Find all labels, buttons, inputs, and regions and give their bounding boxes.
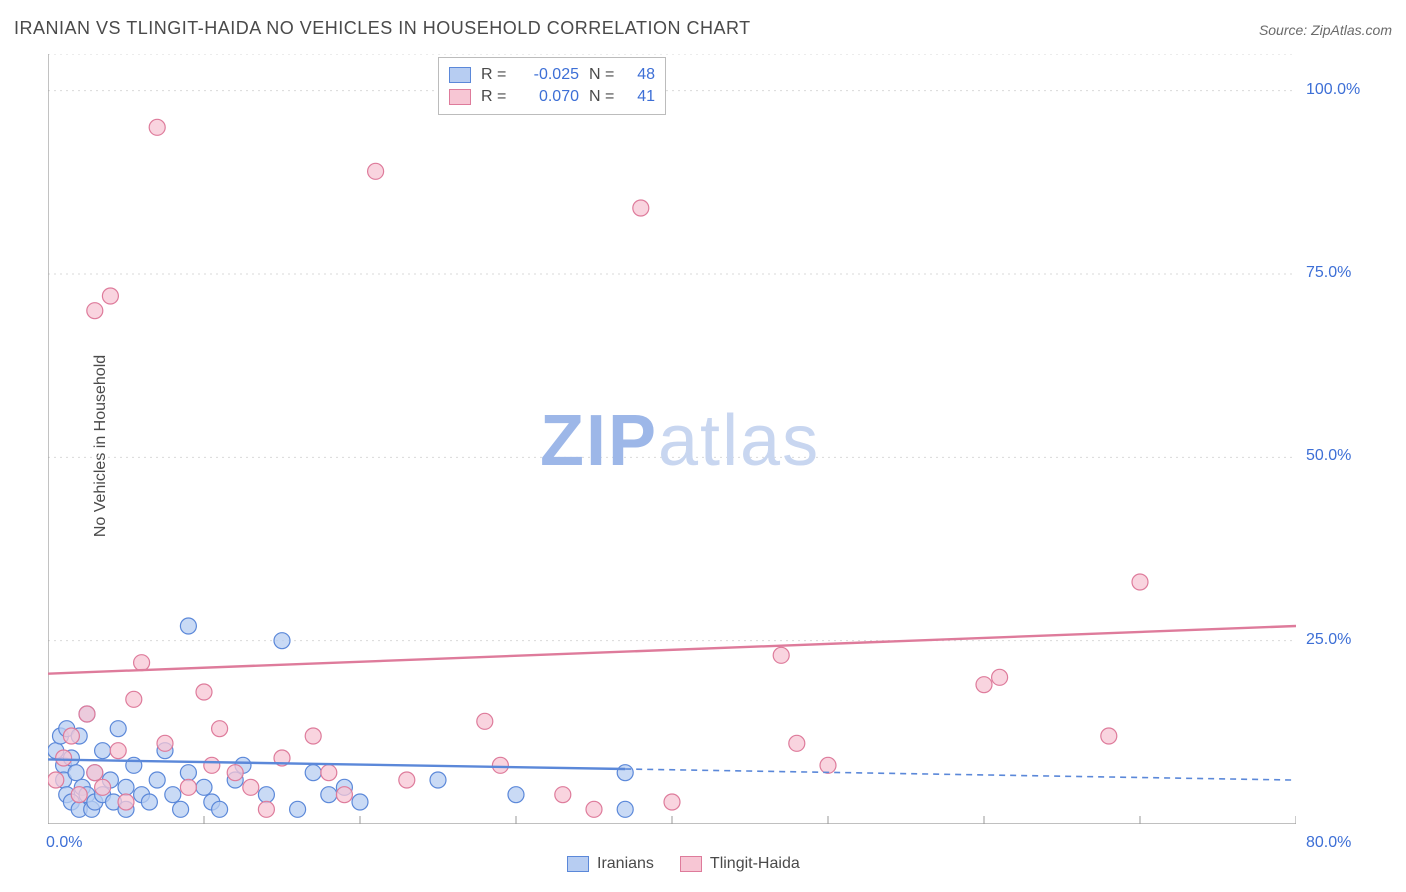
n-label: N = [589, 64, 617, 86]
y-tick-label: 100.0% [1306, 81, 1360, 99]
correlation-legend-row: R = -0.025 N = 48 [449, 64, 655, 86]
series-legend-label: Tlingit-Haida [710, 855, 800, 873]
source-prefix: Source: [1259, 22, 1311, 38]
y-tick-label: 25.0% [1306, 631, 1351, 649]
series-legend-item: Iranians [567, 855, 654, 873]
r-value: 0.070 [519, 86, 579, 108]
r-value: -0.025 [519, 64, 579, 86]
correlation-legend: R = -0.025 N = 48 R = 0.070 N = 41 [438, 57, 666, 115]
series-legend: Iranians Tlingit-Haida [567, 855, 800, 873]
correlation-legend-row: R = 0.070 N = 41 [449, 86, 655, 108]
n-value: 41 [627, 86, 655, 108]
r-label: R = [481, 64, 509, 86]
r-label: R = [481, 86, 509, 108]
series-legend-item: Tlingit-Haida [680, 855, 800, 873]
chart-title: IRANIAN VS TLINGIT-HAIDA NO VEHICLES IN … [14, 18, 751, 39]
plot-area [48, 54, 1296, 824]
legend-swatch [567, 856, 589, 872]
scatter-chart-svg [48, 54, 1296, 824]
source-attribution: Source: ZipAtlas.com [1259, 22, 1392, 38]
legend-swatch [449, 89, 471, 105]
legend-swatch [680, 856, 702, 872]
series-legend-label: Iranians [597, 855, 654, 873]
y-tick-label: 75.0% [1306, 264, 1351, 282]
legend-swatch [449, 67, 471, 83]
n-label: N = [589, 86, 617, 108]
y-tick-label: 50.0% [1306, 447, 1351, 465]
x-tick-label: 0.0% [46, 834, 82, 852]
source-name: ZipAtlas.com [1311, 22, 1392, 38]
x-tick-label: 80.0% [1306, 834, 1351, 852]
n-value: 48 [627, 64, 655, 86]
